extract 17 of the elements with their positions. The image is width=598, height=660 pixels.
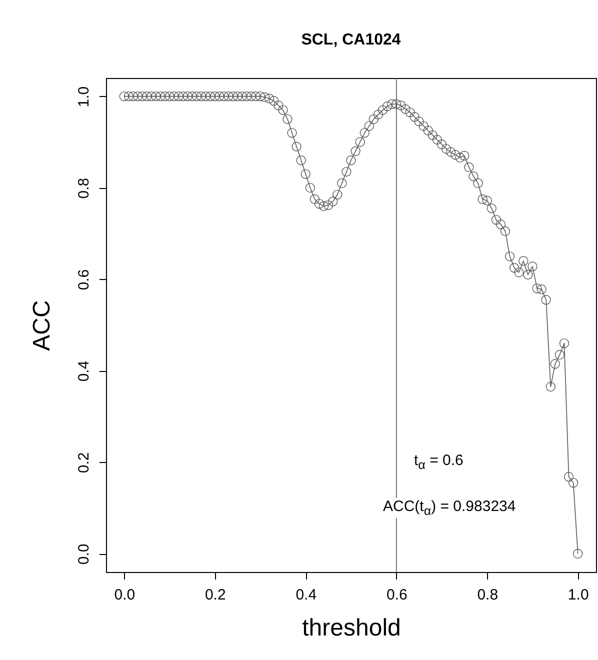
y-tick-label: 1.0 <box>76 86 92 108</box>
x-tick-label: 0.2 <box>204 586 226 604</box>
chart-title: SCL, CA1024 <box>301 32 401 49</box>
x-tick-label: 0.6 <box>386 586 408 604</box>
annotation: t$_{α}$ = 0.6 <box>414 452 464 472</box>
y-tick-label: 0.2 <box>76 452 92 474</box>
x-tick-label: 1.0 <box>568 586 589 604</box>
x-tick-label: 0.4 <box>296 586 317 604</box>
y-tick-label: 0.4 <box>76 360 92 382</box>
y-axis-title: ACC <box>28 300 56 351</box>
y-tick-label: 0.0 <box>76 544 92 565</box>
y-tick-label: 0.8 <box>76 178 92 199</box>
x-axis-title: threshold <box>302 614 401 642</box>
y-tick-label: 0.6 <box>76 269 92 290</box>
annotation: ACC(t$_{α}$) = 0.983234 <box>383 498 516 518</box>
x-tick-label: 0.0 <box>114 586 136 604</box>
x-tick-label: 0.8 <box>477 586 498 604</box>
